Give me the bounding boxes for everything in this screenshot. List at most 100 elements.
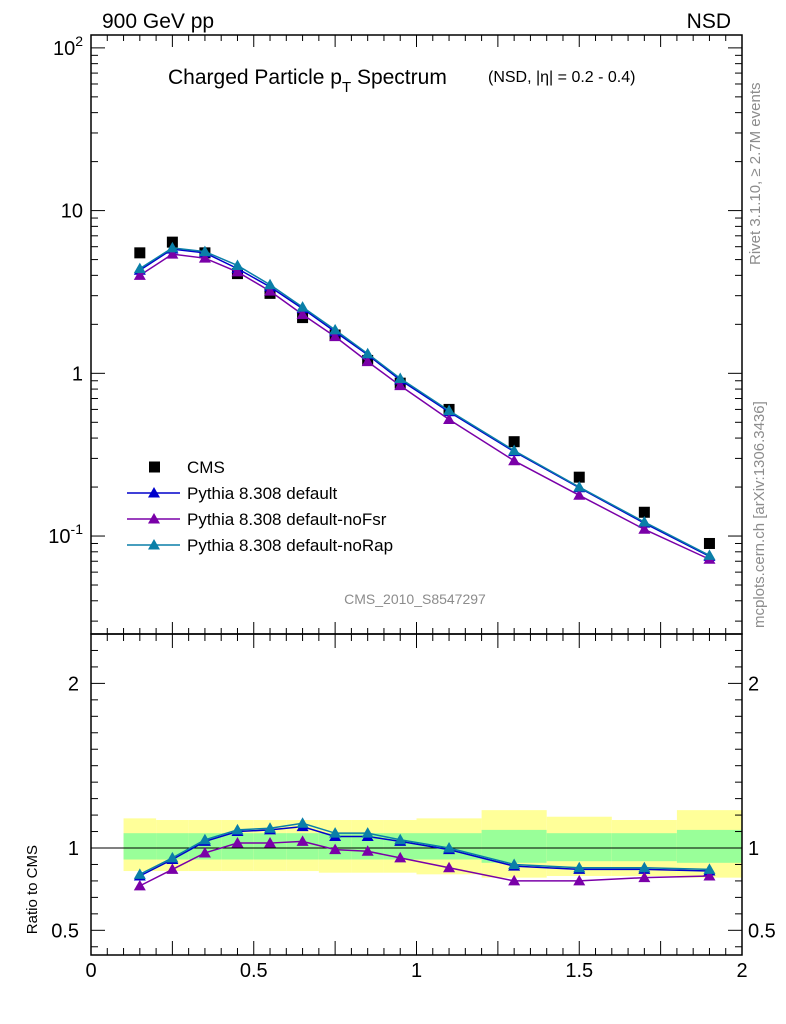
title-tail: Spectrum — [351, 66, 447, 89]
ratio-point-noFsr — [264, 837, 277, 848]
x-tick-label: 0 — [85, 960, 96, 982]
data-point-noRap — [573, 481, 586, 492]
band-inner — [676, 829, 742, 863]
ratio-line-noRap — [139, 822, 710, 876]
ratio-y-tick-label: 0.5 — [51, 920, 79, 942]
ratio-point-noRap — [443, 842, 456, 853]
legend-marker-triangle — [148, 487, 160, 498]
ratio-point-noRap — [231, 823, 244, 835]
ratio-point-noFsr — [443, 861, 456, 873]
ratio-axes: 0.5 0.5 1 1 2 2 0 0.5 1 1.5 2 — [51, 634, 776, 982]
main-axes: 10-1 1 10 102 — [48, 33, 743, 634]
y-tick-label: 10 — [61, 201, 83, 223]
data-point-noRap — [166, 241, 179, 253]
data-point-cms — [573, 471, 585, 483]
y-tick-label: 1 — [72, 363, 83, 385]
x-tick-label: 1.5 — [565, 960, 593, 982]
legend-marker-triangle — [148, 513, 160, 524]
data-point-cms — [508, 436, 520, 448]
data-point-noRap — [638, 515, 651, 527]
legend-entry-noFsr: Pythia 8.308 default-noFsr — [127, 510, 387, 529]
legend-label: Pythia 8.308 default-noRap — [187, 536, 393, 555]
data-point-noRap — [264, 278, 277, 290]
ratio-point-noFsr — [703, 869, 716, 881]
data-point-cms — [638, 506, 650, 518]
data-point-noRap — [703, 549, 716, 560]
data-point-cms — [134, 247, 146, 259]
series-line-noFsr — [139, 253, 710, 560]
ratio-point-noRap — [508, 858, 521, 869]
ratio-line-noFsr — [139, 840, 710, 887]
ratio-point-noRap — [329, 827, 342, 838]
ratio-y-tick-label-right: 1 — [748, 838, 759, 860]
data-point-noFsr — [329, 330, 342, 342]
ratio-point-noRap — [573, 861, 586, 873]
ratio-point-noRap — [133, 868, 146, 879]
data-point-noFsr — [508, 454, 521, 466]
data-point-noFsr — [198, 252, 211, 263]
ratio-y-axis-label: Ratio to CMS — [24, 845, 41, 934]
legend-label: Pythia 8.308 default — [187, 484, 338, 503]
data-point-noFsr — [573, 489, 586, 500]
x-tick-label: 2 — [736, 960, 747, 982]
x-tick-label: 1 — [411, 960, 422, 982]
ratio-y-tick-label: 2 — [68, 673, 79, 695]
legend-entry-cms: CMS — [149, 458, 225, 477]
ratio-point-noFsr — [296, 835, 309, 846]
series-noFsr — [133, 248, 716, 564]
legend-entry-default: Pythia 8.308 default — [127, 484, 338, 503]
ratio-point-noFsr — [231, 837, 244, 848]
ratio-point-noRap — [703, 863, 716, 874]
legend-marker-square — [149, 461, 160, 473]
ratio-point-noFsr — [361, 845, 374, 856]
legend: CMS Pythia 8.308 default Pythia 8.308 defa… — [127, 458, 393, 555]
legend-marker-triangle — [148, 539, 160, 550]
ratio-point-noFsr — [166, 863, 179, 874]
ratio-y-tick-label: 1 — [68, 838, 79, 860]
data-point-noFsr — [166, 248, 179, 259]
band-inner — [123, 833, 157, 860]
process-label: NSD — [687, 10, 731, 33]
x-tick-label: 0.5 — [240, 960, 268, 982]
ratio-plot-frame — [90, 633, 743, 956]
ratio-point-noRap — [638, 861, 651, 873]
data-point-noRap — [231, 259, 244, 270]
ratio-series-noRap — [133, 817, 716, 879]
ratio-series-noFsr — [133, 835, 716, 891]
main-series — [133, 236, 716, 564]
ratio-point-noFsr — [329, 843, 342, 855]
data-point-noRap — [198, 245, 211, 257]
data-point-noRap — [443, 404, 456, 416]
ratio-point-noRap — [361, 827, 374, 838]
title-subscript: T — [342, 79, 351, 96]
data-point-noFsr — [361, 355, 374, 367]
data-point-noFsr — [638, 523, 651, 534]
data-point-noFsr — [133, 269, 146, 280]
title-note: (NSD, |η| = 0.2 - 0.4) — [488, 69, 635, 86]
y-tick-label: 10-1 — [48, 521, 83, 548]
data-point-noRap — [296, 301, 309, 312]
data-point-noFsr — [296, 308, 309, 319]
data-point-noRap — [508, 444, 521, 456]
ratio-series — [133, 817, 716, 891]
series-line-noRap — [139, 247, 710, 557]
data-point-noFsr — [231, 265, 244, 277]
legend-label: Pythia 8.308 default-noFsr — [187, 510, 387, 529]
ratio-point-noRap — [296, 817, 309, 828]
legend-label: CMS — [187, 458, 225, 477]
ratio-point-noRap — [166, 851, 179, 863]
ratio-point-noFsr — [508, 874, 521, 886]
data-point-noRap — [133, 262, 146, 274]
band-inner — [481, 829, 547, 863]
data-point-noRap — [361, 347, 374, 359]
data-point-noFsr — [443, 413, 456, 425]
ratio-point-noFsr — [573, 874, 586, 886]
ratio-y-tick-label-right: 2 — [748, 673, 759, 695]
legend-entry-noRap: Pythia 8.308 default-noRap — [127, 536, 393, 555]
ratio-y-tick-label-right: 0.5 — [748, 920, 776, 942]
data-point-cms — [703, 537, 715, 549]
series-noRap — [133, 241, 716, 560]
title-main: Charged Particle p — [168, 66, 342, 89]
band-inner — [611, 833, 677, 862]
ratio-line-default — [139, 825, 710, 877]
